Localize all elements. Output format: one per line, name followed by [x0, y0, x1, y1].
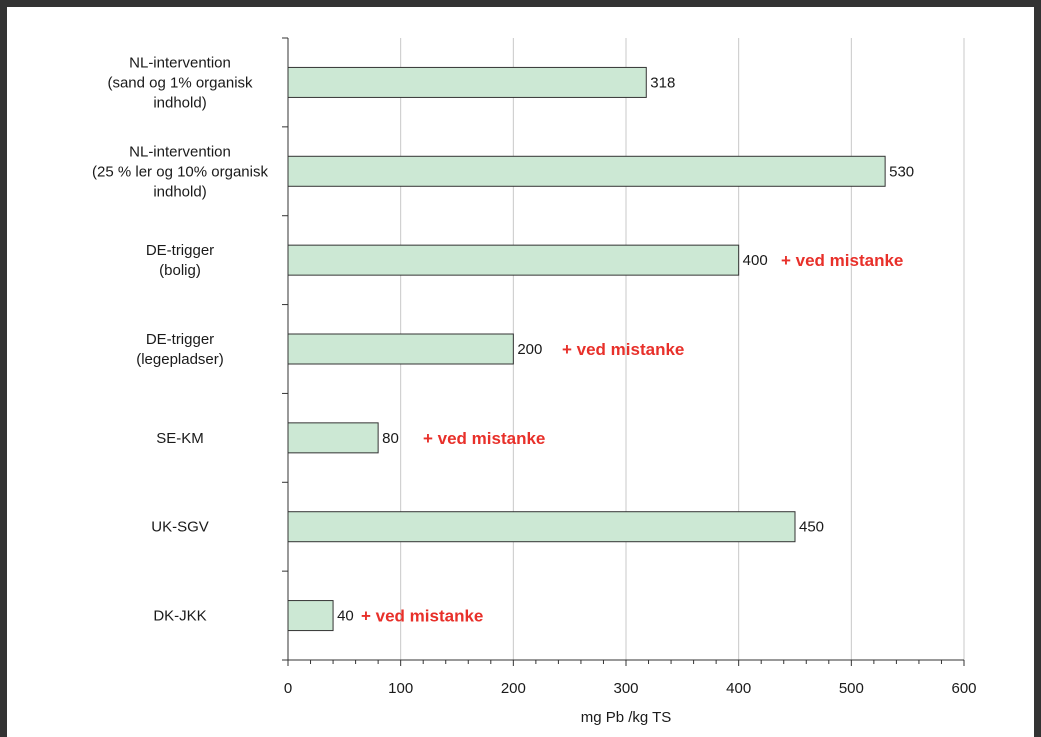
bar-5: [287, 511, 796, 543]
value-label-6: 40: [337, 608, 354, 625]
category-label-2-line-0: DE-trigger: [146, 242, 214, 259]
x-axis-title: mg Pb /kg TS: [581, 709, 672, 726]
axis-layer: 0 100 200 300 400 500 600: [282, 37, 977, 697]
x-tick-label-0: 0: [284, 680, 292, 697]
value-label-0: 318: [650, 74, 675, 91]
x-tick-label-600: 600: [951, 680, 976, 697]
bar-3: [287, 333, 514, 365]
x-tick-label-300: 300: [613, 680, 638, 697]
category-label-1-line-0: NL-intervention: [129, 143, 231, 160]
category-label-1-line-2: indhold): [153, 183, 206, 200]
bar-0: [287, 66, 647, 98]
x-tick-label-500: 500: [839, 680, 864, 697]
note-label-3: + ved mistanke: [562, 340, 684, 359]
x-tick-label-400: 400: [726, 680, 751, 697]
x-tick-label-200: 200: [501, 680, 526, 697]
category-label-1-line-1: (25 % ler og 10% organisk: [92, 163, 268, 180]
category-label-0-line-2: indhold): [153, 94, 206, 111]
bar-6: [287, 600, 334, 632]
label-layer: 318 NL-intervention (sand og 1% organisk in…: [92, 54, 914, 625]
note-label-4: + ved mistanke: [423, 429, 545, 448]
value-label-3: 200: [517, 341, 542, 358]
value-label-4: 80: [382, 430, 399, 447]
bar-4: [287, 422, 379, 454]
bar-2: [287, 244, 740, 276]
category-label-3-line-1: (legepladser): [136, 351, 224, 368]
category-label-0-line-1: (sand og 1% organisk: [107, 74, 253, 91]
note-label-2: + ved mistanke: [781, 251, 903, 270]
category-label-2-line-1: (bolig): [159, 262, 201, 279]
category-label-3-line-0: DE-trigger: [146, 331, 214, 348]
value-label-2: 400: [743, 252, 768, 269]
category-label-6-line-0: DK-JKK: [153, 608, 206, 625]
category-label-0-line-0: NL-intervention: [129, 54, 231, 71]
bar-1: [287, 155, 886, 187]
value-label-5: 450: [799, 519, 824, 536]
x-tick-label-100: 100: [388, 680, 413, 697]
bar-layer: [287, 66, 886, 632]
category-label-5-line-0: UK-SGV: [151, 519, 209, 536]
note-label-6: + ved mistanke: [361, 607, 483, 626]
value-label-1: 530: [889, 163, 914, 180]
category-label-4-line-0: SE-KM: [156, 430, 204, 447]
